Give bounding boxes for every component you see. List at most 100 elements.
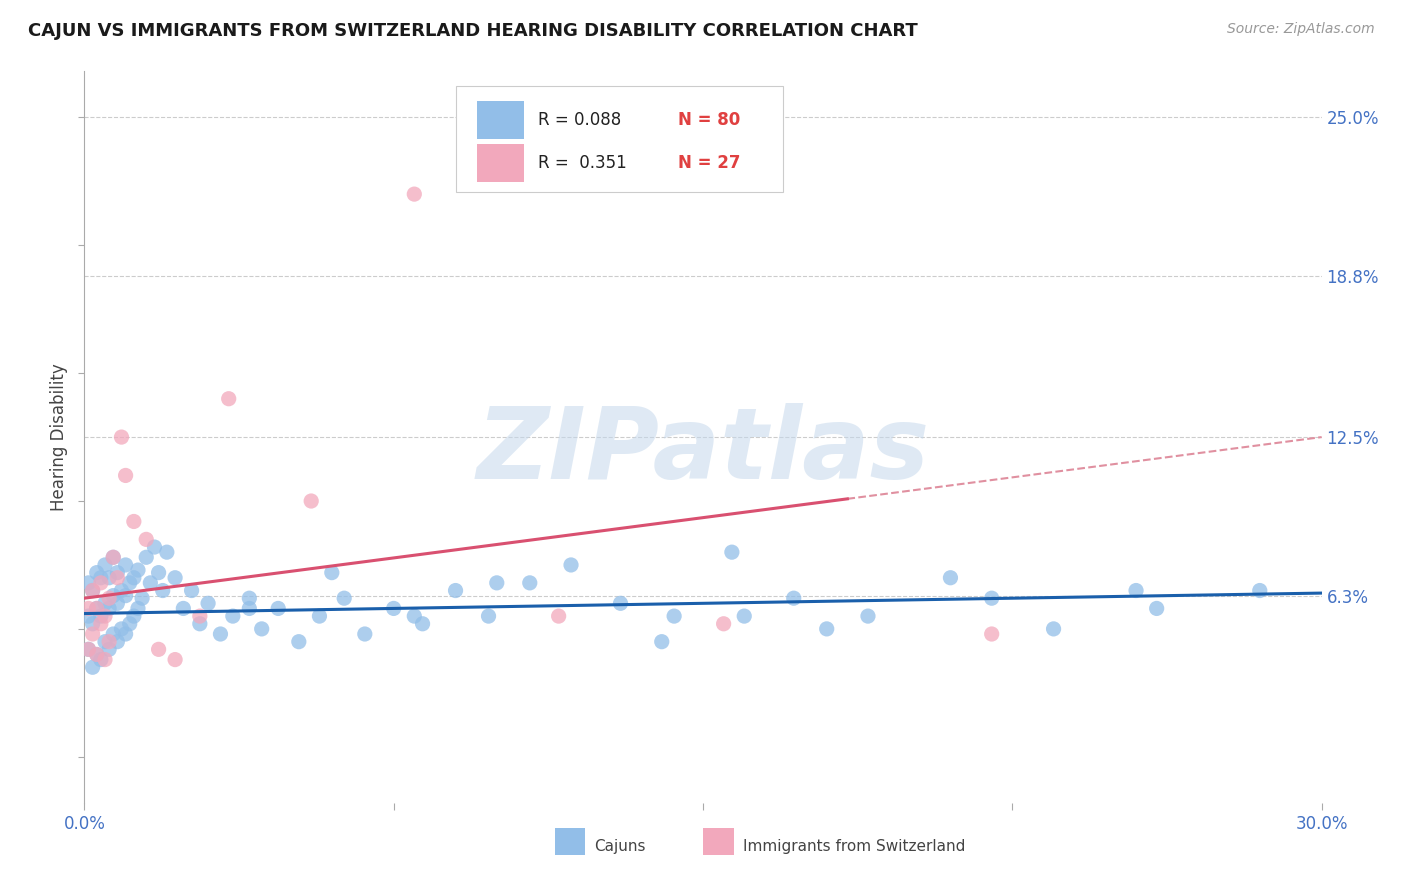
Point: [485, 575, 508, 590]
Point: [110, 583, 132, 598]
Point: [135, 550, 157, 565]
Point: [148, 642, 170, 657]
Point: [118, 616, 141, 631]
Point: [222, 609, 245, 624]
Point: [98, 601, 121, 615]
Point: [105, 571, 128, 585]
Point: [721, 545, 744, 559]
Point: [856, 609, 879, 624]
Point: [980, 591, 1002, 606]
Point: [651, 634, 673, 648]
Point: [77, 575, 100, 590]
Point: [86, 566, 108, 580]
Point: [90, 652, 112, 666]
Point: [110, 430, 132, 444]
Point: [82, 583, 104, 598]
Point: [733, 609, 755, 624]
Point: [547, 609, 569, 624]
Point: [105, 566, 128, 580]
Point: [94, 634, 117, 648]
FancyBboxPatch shape: [456, 86, 783, 192]
Point: [238, 591, 260, 606]
Point: [105, 634, 128, 648]
Point: [90, 571, 112, 585]
Point: [86, 601, 108, 615]
Text: ZIPatlas: ZIPatlas: [477, 403, 929, 500]
Text: R = 0.088: R = 0.088: [538, 112, 621, 129]
Point: [98, 591, 121, 606]
Point: [103, 550, 125, 565]
Point: [250, 622, 273, 636]
Point: [218, 392, 240, 406]
Point: [94, 596, 117, 610]
Point: [139, 575, 162, 590]
Point: [404, 609, 426, 624]
Text: N = 80: N = 80: [678, 112, 741, 129]
FancyBboxPatch shape: [703, 828, 734, 855]
Point: [180, 583, 202, 598]
Point: [98, 634, 121, 648]
Point: [172, 601, 194, 615]
Point: [86, 648, 108, 662]
Point: [77, 609, 100, 624]
Point: [288, 634, 311, 648]
Point: [94, 558, 117, 572]
FancyBboxPatch shape: [477, 144, 523, 182]
Text: CAJUN VS IMMIGRANTS FROM SWITZERLAND HEARING DISABILITY CORRELATION CHART: CAJUN VS IMMIGRANTS FROM SWITZERLAND HEA…: [28, 22, 918, 40]
Point: [209, 627, 232, 641]
FancyBboxPatch shape: [554, 828, 585, 855]
Point: [114, 627, 136, 641]
Point: [127, 563, 149, 577]
Point: [82, 660, 104, 674]
Point: [143, 540, 166, 554]
Y-axis label: Hearing Disability: Hearing Disability: [49, 363, 67, 511]
Point: [152, 583, 174, 598]
Point: [122, 571, 145, 585]
Point: [94, 652, 117, 666]
Point: [165, 652, 187, 666]
Point: [156, 545, 179, 559]
Point: [148, 566, 170, 580]
Point: [477, 609, 499, 624]
Point: [82, 616, 104, 631]
Point: [939, 571, 962, 585]
Point: [86, 601, 108, 615]
Point: [131, 591, 153, 606]
Point: [114, 468, 136, 483]
Text: Source: ZipAtlas.com: Source: ZipAtlas.com: [1227, 22, 1375, 37]
Point: [412, 616, 434, 631]
Text: R =  0.351: R = 0.351: [538, 153, 627, 172]
Point: [1146, 601, 1168, 615]
Point: [94, 609, 117, 624]
Point: [77, 642, 100, 657]
Point: [103, 589, 125, 603]
Point: [519, 575, 541, 590]
Text: N = 27: N = 27: [678, 153, 741, 172]
Point: [713, 616, 735, 631]
Point: [1042, 622, 1064, 636]
Point: [404, 187, 426, 202]
Point: [86, 648, 108, 662]
Point: [127, 601, 149, 615]
Point: [609, 596, 631, 610]
Point: [118, 575, 141, 590]
Point: [815, 622, 838, 636]
Point: [321, 566, 343, 580]
Point: [382, 601, 405, 615]
Point: [165, 571, 187, 585]
Point: [103, 627, 125, 641]
Point: [238, 601, 260, 615]
Point: [98, 642, 121, 657]
Point: [353, 627, 375, 641]
Point: [114, 589, 136, 603]
Point: [90, 575, 112, 590]
Point: [77, 601, 100, 615]
Point: [188, 616, 211, 631]
Point: [444, 583, 467, 598]
Point: [77, 642, 100, 657]
Point: [122, 515, 145, 529]
Point: [560, 558, 582, 572]
Point: [1125, 583, 1147, 598]
Point: [267, 601, 290, 615]
Point: [1249, 583, 1271, 598]
